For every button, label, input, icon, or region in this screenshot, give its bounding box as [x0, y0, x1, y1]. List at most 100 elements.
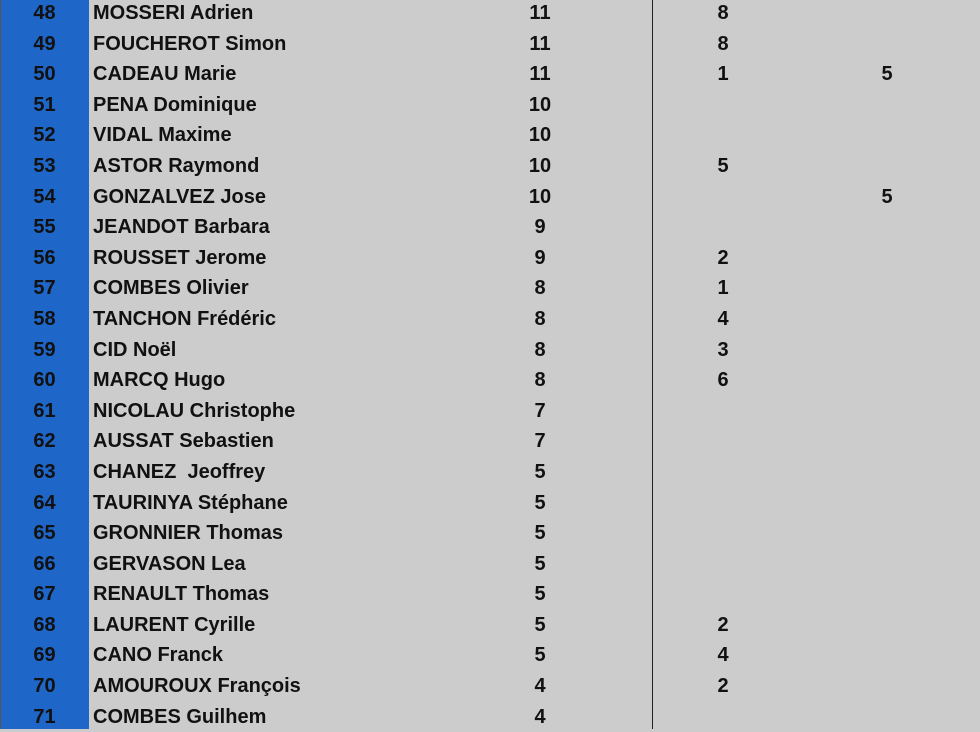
table-row: 51 PENA Dominique 10: [0, 90, 980, 121]
rank-cell: 55: [33, 216, 56, 239]
name-cell: CADEAU Marie: [93, 63, 237, 86]
name-cell: MOSSERI Adrien: [93, 2, 254, 24]
col3-cell: 5: [881, 185, 893, 208]
col2-cell: 5: [717, 154, 729, 177]
rank-cell: 70: [33, 675, 56, 698]
column-divider: [652, 0, 653, 729]
score-cell: 11: [529, 63, 551, 86]
table-row: 63 CHANEZ Jeoffrey 5: [0, 457, 980, 488]
rank-cell: 60: [33, 369, 56, 392]
col2-cell: 8: [717, 2, 729, 24]
rank-cell: 61: [33, 399, 56, 422]
table-row: 48 MOSSERI Adrien 11 8: [0, 0, 980, 29]
table-row: 62 AUSSAT Sebastien 7: [0, 426, 980, 457]
name-cell: AMOUROUX François: [93, 675, 301, 698]
name-cell: VIDAL Maxime: [93, 124, 232, 147]
score-cell: 7: [534, 399, 546, 422]
score-cell: 7: [534, 430, 546, 453]
score-cell: 11: [529, 32, 551, 55]
score-cell: 5: [534, 583, 546, 606]
col3-cell: 5: [881, 63, 893, 86]
col2-cell: 2: [717, 246, 729, 269]
rank-cell: 62: [33, 430, 56, 453]
table-row: 54 GONZALVEZ Jose 10 5: [0, 182, 980, 213]
name-cell: GRONNIER Thomas: [93, 522, 284, 545]
name-cell: CHANEZ Jeoffrey: [93, 460, 266, 483]
score-cell: 10: [528, 124, 552, 147]
name-cell: AUSSAT Sebastien: [93, 430, 274, 453]
name-cell: FOUCHEROT Simon: [93, 32, 287, 55]
rank-cell: 56: [33, 246, 56, 269]
score-cell: 10: [528, 93, 552, 116]
name-cell: NICOLAU Christophe: [93, 399, 296, 422]
score-cell: 5: [534, 613, 546, 636]
col2-cell: 2: [717, 613, 729, 636]
rank-cell: 49: [33, 32, 56, 55]
table-row: 65 GRONNIER Thomas 5: [0, 518, 980, 549]
name-cell: CID Noël: [93, 338, 177, 361]
table-row: 70 AMOUROUX François 4 2: [0, 671, 980, 702]
table-row: 53 ASTOR Raymond 10 5: [0, 151, 980, 182]
col2-cell: 2: [717, 675, 729, 698]
rank-cell: 59: [33, 338, 56, 361]
score-cell: 8: [534, 338, 546, 361]
table-row: 69 CANO Franck 5 4: [0, 640, 980, 671]
score-cell: 10: [528, 185, 552, 208]
table-row: 49 FOUCHEROT Simon 11 8: [0, 29, 980, 60]
score-cell: 10: [528, 154, 552, 177]
score-cell: 5: [534, 522, 546, 545]
score-cell: 8: [534, 369, 546, 392]
col2-cell: 1: [717, 63, 729, 86]
table-row: 67 RENAULT Thomas 5: [0, 579, 980, 610]
name-cell: COMBES Guilhem: [93, 705, 267, 728]
score-cell: 4: [534, 675, 546, 698]
table-row: 57 COMBES Olivier 8 1: [0, 273, 980, 304]
rank-cell: 54: [33, 185, 56, 208]
table-row: 50 CADEAU Marie 11 1 5: [0, 59, 980, 90]
name-cell: RENAULT Thomas: [93, 583, 270, 606]
table-row: 56 ROUSSET Jerome 9 2: [0, 243, 980, 274]
rank-cell: 58: [33, 307, 56, 330]
score-cell: 5: [534, 644, 546, 667]
rank-cell: 53: [33, 154, 56, 177]
rank-cell: 63: [33, 460, 56, 483]
table-row: 60 MARCQ Hugo 8 6: [0, 365, 980, 396]
col2-cell: 4: [717, 644, 729, 667]
table-row: 71 COMBES Guilhem 4: [0, 702, 980, 732]
score-cell: 9: [534, 216, 546, 239]
score-cell: 9: [534, 246, 546, 269]
rank-cell: 50: [33, 63, 56, 86]
rank-cell: 68: [33, 613, 56, 636]
rank-cell: 66: [33, 552, 56, 575]
name-cell: GONZALVEZ Jose: [93, 185, 266, 208]
col2-cell: 3: [717, 338, 729, 361]
name-cell: COMBES Olivier: [93, 277, 249, 300]
name-cell: ASTOR Raymond: [93, 154, 260, 177]
col2-cell: 4: [717, 307, 729, 330]
score-cell: 8: [534, 307, 546, 330]
table-row: 55 JEANDOT Barbara 9: [0, 212, 980, 243]
score-cell: 8: [534, 277, 546, 300]
name-cell: JEANDOT Barbara: [93, 216, 270, 239]
name-cell: TANCHON Frédéric: [93, 307, 276, 330]
score-cell: 5: [534, 460, 546, 483]
table-row: 64 TAURINYA Stéphane 5: [0, 488, 980, 519]
name-cell: LAURENT Cyrille: [93, 613, 256, 636]
rank-cell: 48: [33, 2, 56, 24]
score-cell: 5: [534, 491, 546, 514]
table-row: 58 TANCHON Frédéric 8 4: [0, 304, 980, 335]
table-row: 66 GERVASON Lea 5: [0, 549, 980, 580]
rank-cell: 51: [33, 93, 56, 116]
rank-cell: 57: [33, 277, 56, 300]
rank-cell: 71: [33, 705, 56, 728]
rank-cell: 67: [33, 583, 56, 606]
score-cell: 11: [529, 2, 551, 24]
score-cell: 4: [534, 705, 546, 728]
name-cell: CANO Franck: [93, 644, 224, 667]
name-cell: GERVASON Lea: [93, 552, 246, 575]
col2-cell: 6: [717, 369, 729, 392]
col2-cell: 1: [717, 277, 729, 300]
name-cell: ROUSSET Jerome: [93, 246, 267, 269]
rank-column-background: [0, 0, 89, 729]
